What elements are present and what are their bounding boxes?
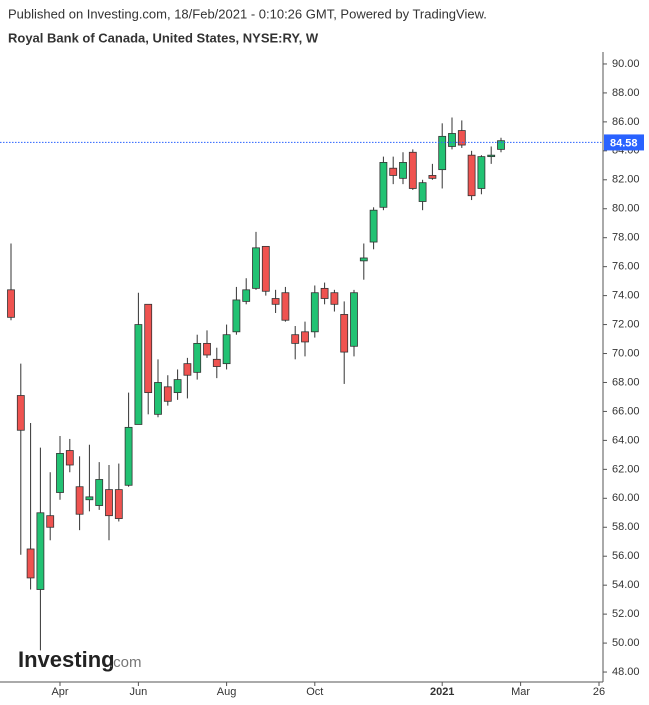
candle-body: [301, 331, 309, 343]
candle-body: [350, 292, 358, 347]
candle-body: [467, 154, 476, 197]
candle-body: [477, 156, 486, 189]
candle-body: [222, 334, 231, 365]
candle-body: [359, 257, 368, 262]
y-tick-label: 68.00: [612, 376, 640, 388]
candle-body: [16, 395, 25, 431]
y-tick-label: 60.00: [612, 492, 640, 504]
candle-body: [65, 450, 74, 466]
x-tick-label: Aug: [217, 686, 237, 698]
candle-body: [7, 289, 15, 318]
published-note: Published on Investing.com, 18/Feb/2021 …: [8, 6, 487, 21]
y-tick-label: 86.00: [612, 116, 640, 128]
candle-body: [340, 314, 349, 353]
x-tick-label: 2021: [430, 686, 454, 698]
last-price-label: 84.58: [610, 137, 638, 149]
x-tick-label: Apr: [51, 686, 68, 698]
candle-body: [369, 209, 378, 243]
candle-body: [487, 154, 496, 158]
last-price-box: [604, 134, 644, 151]
candle-body: [408, 151, 417, 189]
candle-body: [281, 292, 290, 321]
candle-body: [399, 162, 407, 179]
candle-body: [320, 287, 329, 299]
candle-body: [457, 130, 466, 146]
y-tick-label: 82.00: [612, 174, 640, 186]
y-tick-label: 72.00: [612, 318, 640, 330]
candle-body: [26, 548, 35, 579]
candle-body: [261, 245, 270, 292]
candle-body: [418, 182, 427, 202]
y-tick-label: 54.00: [612, 579, 640, 591]
candle-body: [46, 515, 55, 528]
candle-body: [448, 133, 456, 147]
candle-body: [173, 379, 182, 394]
candle-body: [271, 298, 280, 305]
candle-body: [428, 175, 437, 179]
y-tick-label: 80.00: [612, 203, 640, 215]
candle-body: [163, 386, 172, 402]
y-tick-label: 74.00: [612, 290, 640, 302]
candle-body: [154, 382, 162, 415]
candle-body: [183, 363, 192, 376]
candle-body: [330, 292, 339, 305]
candle-body: [438, 135, 447, 171]
candle-body: [56, 453, 64, 493]
candle-body: [203, 342, 211, 356]
candle-body: [232, 299, 241, 333]
candle-body: [114, 489, 123, 519]
candle-body: [242, 289, 251, 302]
y-tick-label: 62.00: [612, 463, 640, 475]
candle-body: [134, 324, 143, 425]
y-tick-label: 58.00: [612, 521, 640, 533]
candle-body: [252, 247, 260, 289]
y-tick-label: 48.00: [612, 666, 640, 678]
y-tick-label: 88.00: [612, 87, 640, 99]
candle-body: [75, 486, 84, 515]
candle-body: [212, 358, 221, 367]
candle-body: [36, 512, 45, 590]
candle-body: [105, 489, 113, 517]
y-tick-label: 76.00: [612, 261, 640, 273]
candle-body: [124, 426, 133, 486]
candle-body: [497, 140, 505, 150]
x-tick-label: Mar: [511, 686, 530, 698]
candle-body: [379, 162, 388, 208]
candle-body: [310, 292, 319, 333]
x-tick-label: 26: [593, 686, 605, 698]
candle-body: [193, 342, 202, 373]
y-tick-label: 90.00: [612, 58, 640, 70]
y-tick-label: 66.00: [612, 405, 640, 417]
y-tick-label: 78.00: [612, 232, 640, 244]
y-tick-label: 56.00: [612, 550, 640, 562]
y-tick-label: 64.00: [612, 434, 640, 446]
candle-body: [291, 334, 300, 344]
candle-body: [389, 167, 398, 176]
candle-body: [95, 479, 104, 506]
watermark-suffix: .com: [109, 654, 142, 671]
watermark-brand: Investing: [18, 647, 115, 672]
x-tick-label: Jun: [130, 686, 148, 698]
chart-title: Royal Bank of Canada, United States, NYS…: [8, 30, 319, 45]
y-tick-label: 70.00: [612, 347, 640, 359]
x-tick-label: Oct: [306, 686, 323, 698]
y-tick-label: 50.00: [612, 637, 640, 649]
y-tick-label: 52.00: [612, 608, 640, 620]
candle-body: [85, 496, 94, 501]
candle-body: [144, 303, 153, 394]
